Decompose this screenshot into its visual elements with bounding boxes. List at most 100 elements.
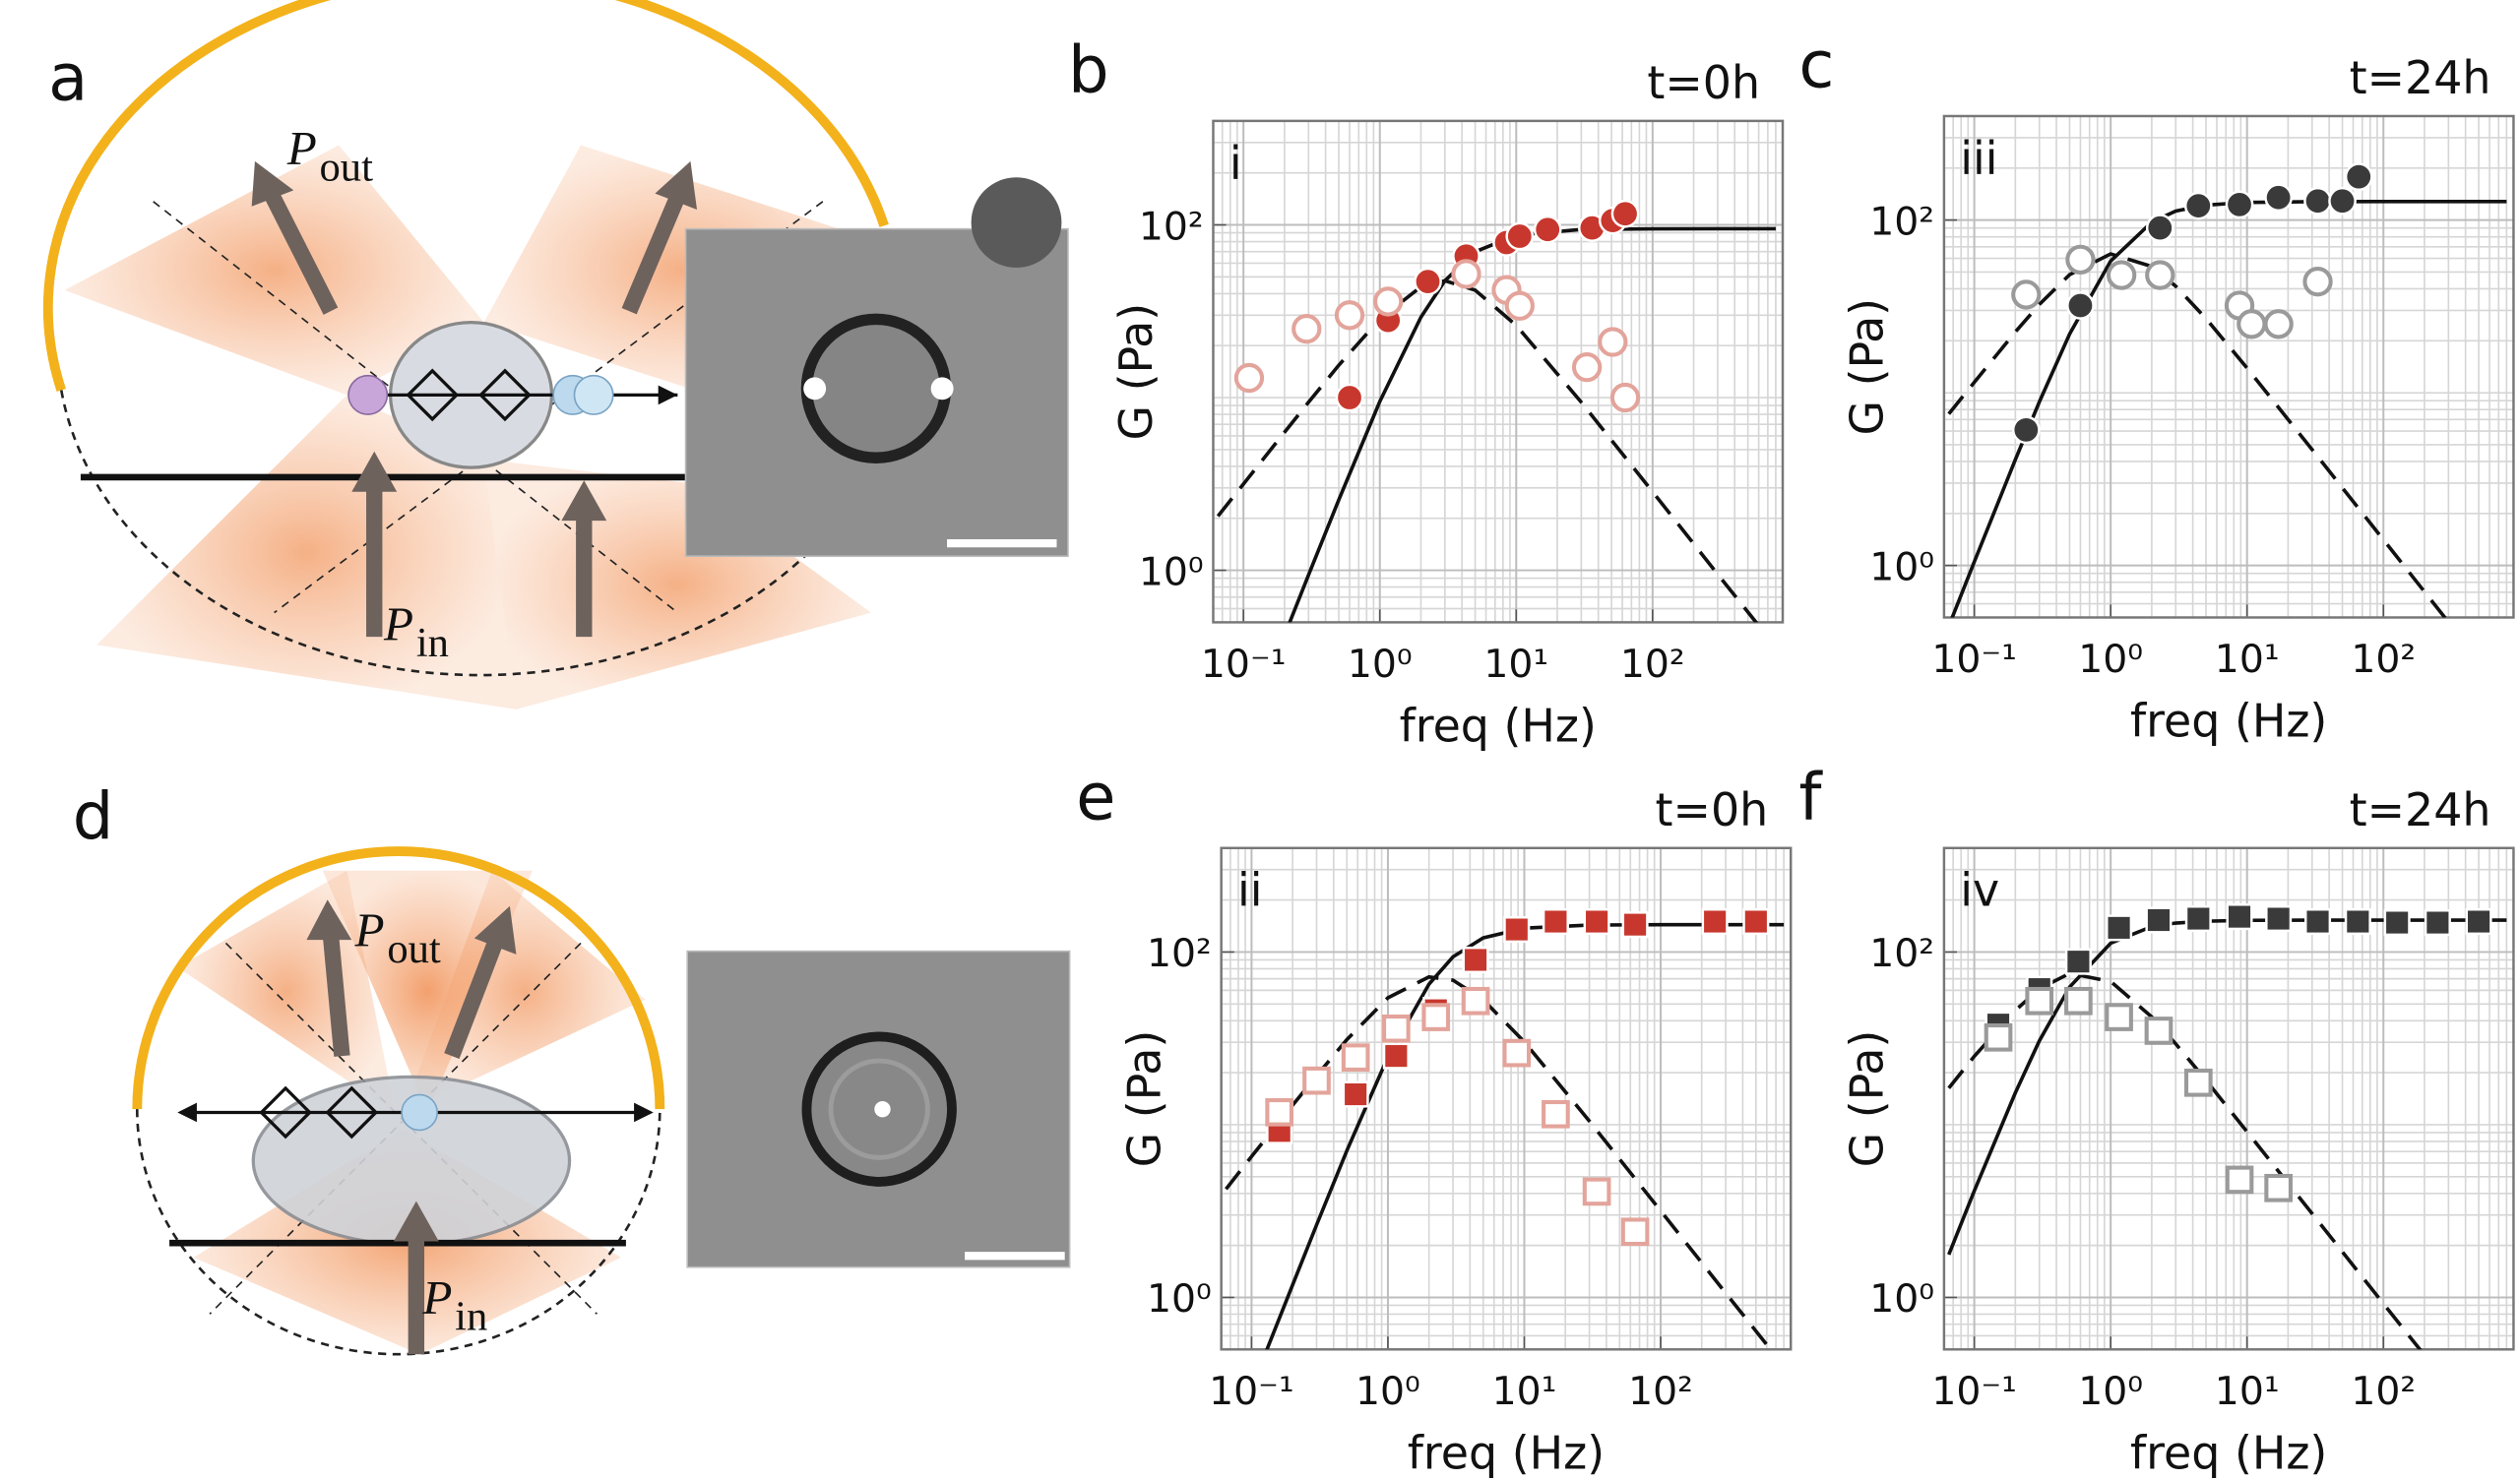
data-square xyxy=(1542,908,1569,936)
data-square xyxy=(2344,908,2371,936)
data-square xyxy=(1382,1014,1411,1043)
data-square xyxy=(1582,1177,1611,1206)
force-arrow xyxy=(264,189,339,315)
chart: 10⁻¹ 10⁰ 10¹ 10² 10⁰ 10² c t=24h iii freq (Hz) G (… xyxy=(1798,28,2515,748)
data-square xyxy=(2106,914,2133,942)
inset-label: iii xyxy=(1960,132,1997,185)
plot-content xyxy=(1947,162,2507,618)
diagram-a: a P out P in xyxy=(42,0,1069,709)
dashed-fit-line xyxy=(1947,971,2423,1350)
data-point xyxy=(1233,362,1265,394)
arrow-head xyxy=(561,480,607,522)
beam-cone xyxy=(96,395,517,709)
data-point xyxy=(2344,162,2373,192)
panel-label: e xyxy=(1076,760,1115,834)
plot-frame xyxy=(1220,846,1793,1351)
plot-content xyxy=(1216,199,1776,623)
data-point xyxy=(1609,382,1641,413)
beam-cone xyxy=(403,870,646,1113)
data-point xyxy=(2328,186,2357,216)
chart: 10⁻¹ 10⁰ 10¹ 10² 10⁰ 10² e t=0h ii freq (Hz) G (Pa… xyxy=(1076,760,1793,1480)
beam-cone xyxy=(64,145,484,396)
data-point xyxy=(1505,221,1535,251)
x-axis-label: freq (Hz) xyxy=(1400,700,1597,753)
micrograph-object xyxy=(971,177,1062,268)
data-point xyxy=(2106,260,2137,290)
data-square xyxy=(1341,1043,1370,1072)
pin-symbol: P xyxy=(421,1270,452,1325)
arrow-head xyxy=(351,451,398,492)
y-tick-label: 10² xyxy=(1869,200,1934,244)
x-tick-label: 10² xyxy=(2351,638,2416,682)
inset-label: ii xyxy=(1237,864,1263,917)
chart: 10⁻¹ 10⁰ 10¹ 10² 10⁰ 10² f t=24h iv freq (Hz) G (P… xyxy=(1798,760,2515,1480)
data-point xyxy=(1334,300,1365,331)
data-point xyxy=(1571,351,1603,383)
data-point xyxy=(1292,314,1322,344)
x-tick-label: 10⁰ xyxy=(2078,1370,2143,1414)
data-square xyxy=(2265,905,2293,933)
data-square xyxy=(1302,1066,1331,1095)
y-tick-label: 10² xyxy=(1139,205,1204,249)
spring-box xyxy=(406,368,460,422)
chart-title: t=0h xyxy=(1647,56,1760,109)
y-axis-label: G (Pa) xyxy=(1117,1030,1170,1168)
plot-area xyxy=(1943,115,2514,618)
pin-symbol: P xyxy=(383,596,413,650)
force-arrow xyxy=(444,935,505,1060)
data-point xyxy=(2011,279,2042,310)
data-square xyxy=(2144,1017,2174,1045)
pin-subscript: in xyxy=(416,620,449,666)
x-tick-label: 10¹ xyxy=(1492,1370,1557,1414)
arrow-head xyxy=(655,160,698,210)
data-square xyxy=(1342,1080,1369,1108)
y-axis-label: G (Pa) xyxy=(1841,1030,1894,1168)
data-point xyxy=(2066,291,2095,320)
panel-label: c xyxy=(1798,28,1834,102)
data-point xyxy=(2264,183,2293,213)
micrograph-ring xyxy=(828,1058,930,1160)
panel-label: b xyxy=(1068,32,1109,107)
data-square xyxy=(1421,1003,1451,1031)
x-tick-label: 10² xyxy=(1628,1370,1693,1414)
arrow-head xyxy=(473,905,517,955)
data-square xyxy=(2424,909,2451,937)
x-tick-label: 10¹ xyxy=(1483,643,1548,687)
plot-frame xyxy=(1942,846,2515,1351)
bead xyxy=(347,374,389,415)
y-tick-label: 10² xyxy=(1869,932,1934,976)
y-tick-label: 10² xyxy=(1147,932,1212,976)
fit-line xyxy=(1265,922,1785,1350)
data-square xyxy=(2226,903,2253,931)
data-square xyxy=(2304,908,2332,936)
data-point xyxy=(1372,286,1404,317)
data-point xyxy=(1335,383,1364,412)
data-point xyxy=(1451,259,1481,289)
x-tick-label: 10⁰ xyxy=(1355,1370,1420,1414)
plot-frame xyxy=(1942,114,2515,619)
micrograph-cell xyxy=(800,313,952,464)
micrograph-bead xyxy=(874,1100,891,1118)
plot-frame xyxy=(1212,119,1785,624)
x-axis-label: freq (Hz) xyxy=(1408,1427,1605,1480)
data-point xyxy=(1610,199,1640,228)
collection-arc xyxy=(132,846,665,1110)
data-point xyxy=(2011,415,2041,445)
beam-cone xyxy=(483,145,880,396)
pin-subscript: in xyxy=(455,1294,487,1340)
inset-label: iv xyxy=(1960,864,1999,917)
data-square xyxy=(2145,906,2173,934)
data-square xyxy=(1503,916,1531,944)
x-tick-label: 10² xyxy=(1620,643,1685,687)
data-point xyxy=(1533,215,1562,244)
y-axis-label: G (Pa) xyxy=(1109,303,1163,441)
data-point xyxy=(2145,214,2174,242)
inset-label: i xyxy=(1229,137,1242,190)
data-square xyxy=(2025,986,2054,1016)
data-square xyxy=(1542,1099,1570,1129)
fit-line xyxy=(1288,226,1776,623)
y-tick-label: 10⁰ xyxy=(1147,1277,1212,1322)
